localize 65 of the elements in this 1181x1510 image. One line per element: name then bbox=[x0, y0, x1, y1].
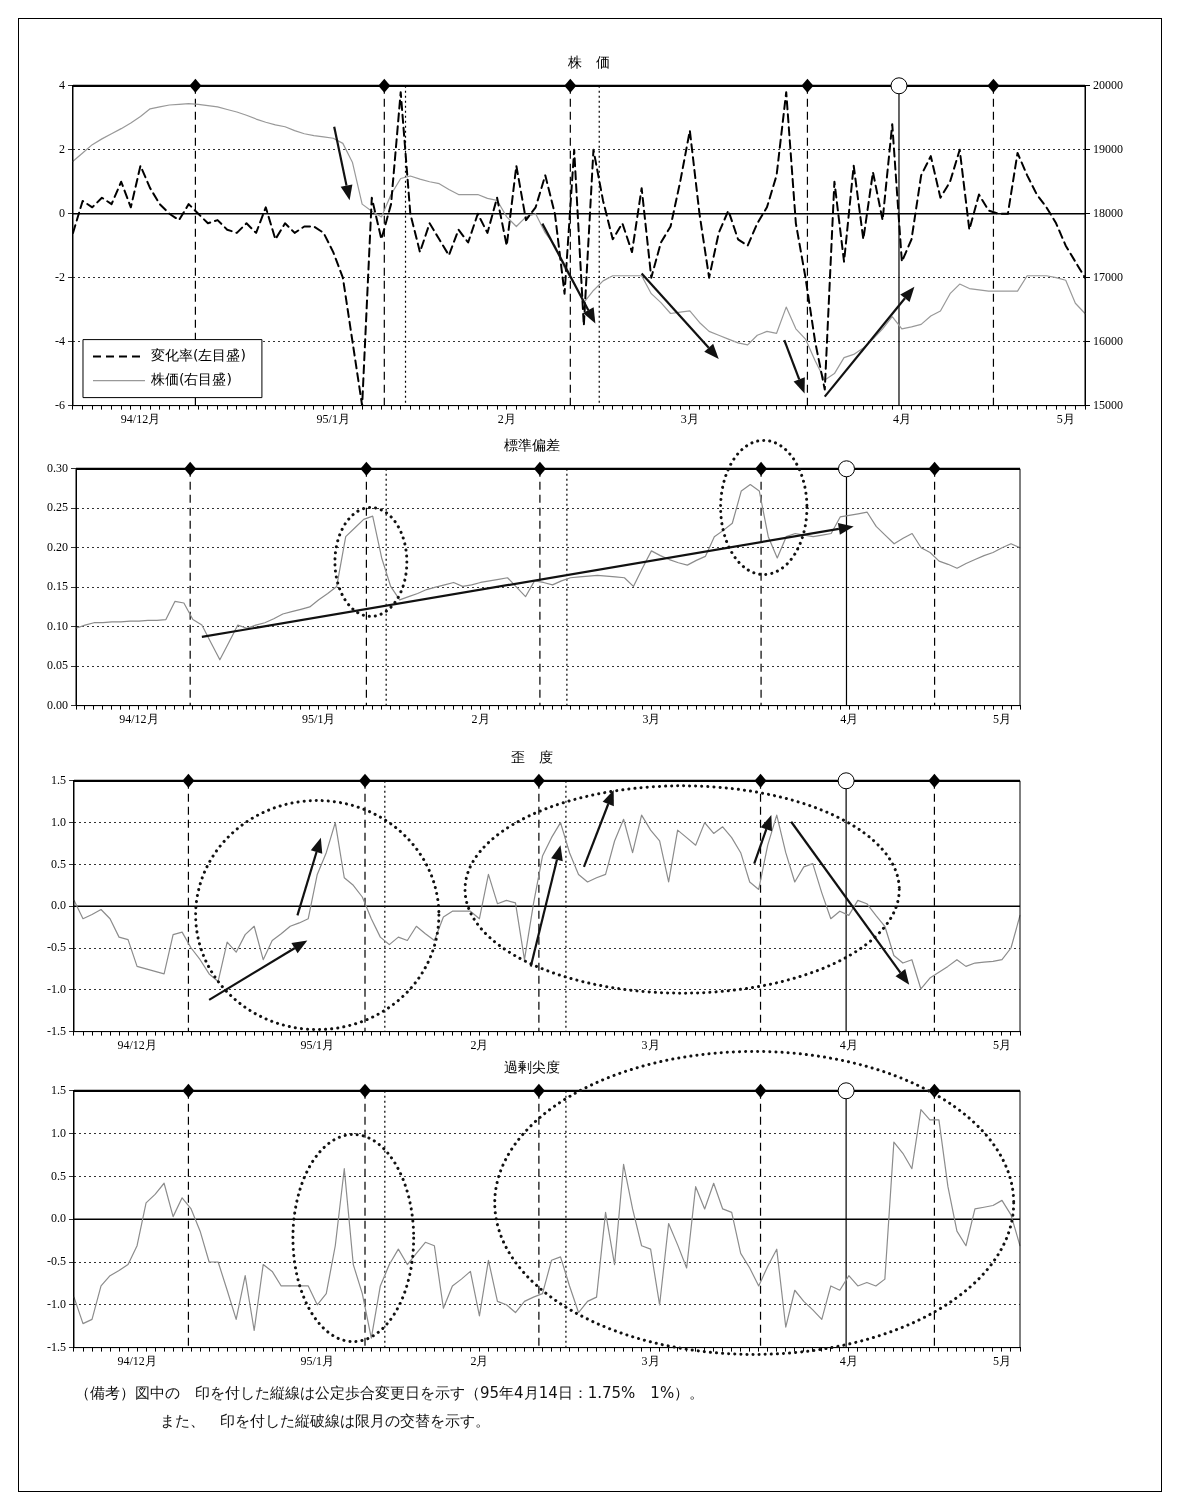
x-tick-label: 2月 bbox=[497, 411, 516, 426]
x-tick-label: 95/1月 bbox=[316, 411, 350, 426]
x-tick-label: 94/12月 bbox=[117, 1037, 157, 1052]
x-tick-label: 95/1月 bbox=[300, 1353, 334, 1368]
chart-title: 株 価 bbox=[567, 54, 610, 71]
x-tick-label: 94/12月 bbox=[117, 1353, 157, 1368]
y2-tick-label: 15000 bbox=[1093, 397, 1123, 412]
y-tick-label: 0.5 bbox=[51, 1168, 66, 1183]
x-tick-label: 3月 bbox=[641, 1353, 660, 1368]
x-tick-label: 3月 bbox=[642, 711, 661, 726]
y2-tick-label: 18000 bbox=[1093, 205, 1123, 220]
y-tick-label: 1.5 bbox=[51, 1082, 66, 1097]
y-tick-label: -1.0 bbox=[47, 981, 66, 996]
legend-label: 株価(右目盛) bbox=[150, 371, 232, 388]
chart-title: 歪 度 bbox=[511, 749, 553, 766]
y-tick-label: 0.00 bbox=[47, 697, 68, 712]
y-tick-label: 0 bbox=[59, 205, 65, 220]
y-tick-label: 2 bbox=[59, 141, 65, 156]
x-tick-label: 94/12月 bbox=[120, 411, 161, 426]
y-tick-label: 0.5 bbox=[51, 856, 66, 871]
y-tick-label: -0.5 bbox=[47, 1254, 66, 1269]
x-tick-label: 5月 bbox=[1056, 411, 1075, 426]
x-tick-label: 3月 bbox=[680, 411, 699, 426]
y-tick-label: -6 bbox=[55, 397, 65, 412]
y-tick-label: -1.5 bbox=[47, 1023, 66, 1038]
text: （備考）図中の 印を付した縦線は公定歩合変更日を示す（95年4月14日：1.75% 1%）。 bbox=[75, 1384, 705, 1403]
x-tick-label: 4月 bbox=[892, 411, 911, 426]
chart-title: 過剰尖度 bbox=[504, 1059, 560, 1076]
x-tick-label: 95/1月 bbox=[300, 1037, 334, 1052]
y2-tick-label: 16000 bbox=[1093, 333, 1123, 348]
y-tick-label: -1.0 bbox=[47, 1296, 66, 1311]
x-tick-label: 2月 bbox=[470, 1353, 489, 1368]
y-tick-label: 0.15 bbox=[47, 579, 68, 594]
y-tick-label: 0.10 bbox=[47, 618, 68, 633]
x-tick-label: 2月 bbox=[471, 711, 490, 726]
x-tick-label: 5月 bbox=[992, 1037, 1011, 1052]
y-tick-label: 0.25 bbox=[47, 500, 68, 515]
x-tick-label: 94/12月 bbox=[119, 711, 159, 726]
y-tick-label: 0.05 bbox=[47, 658, 68, 673]
x-tick-label: 4月 bbox=[839, 1037, 858, 1052]
text: また、 印を付した縦破線は限月の交替を示す。 bbox=[160, 1412, 490, 1431]
y2-tick-label: 19000 bbox=[1093, 141, 1123, 156]
x-tick-label: 3月 bbox=[641, 1037, 660, 1052]
legend-label: 変化率(左目盛) bbox=[151, 347, 246, 364]
y-tick-label: 1.0 bbox=[51, 1125, 66, 1140]
y-tick-label: 1.0 bbox=[51, 814, 66, 829]
x-tick-label: 4月 bbox=[839, 1353, 858, 1368]
y-tick-label: -2 bbox=[55, 269, 65, 284]
x-tick-label: 5月 bbox=[993, 711, 1012, 726]
x-tick-label: 5月 bbox=[992, 1353, 1011, 1368]
y2-tick-label: 20000 bbox=[1093, 77, 1123, 92]
y-tick-label: 0.30 bbox=[47, 460, 68, 475]
x-tick-label: 95/1月 bbox=[302, 711, 336, 726]
y-tick-label: -0.5 bbox=[47, 940, 66, 955]
x-tick-label: 4月 bbox=[840, 711, 859, 726]
y-tick-label: 1.5 bbox=[51, 772, 66, 787]
y-tick-label: 0.0 bbox=[51, 898, 66, 913]
y-tick-label: 4 bbox=[59, 77, 65, 92]
x-tick-label: 2月 bbox=[470, 1037, 489, 1052]
y-tick-label: -1.5 bbox=[47, 1339, 66, 1354]
y-tick-label: 0.0 bbox=[51, 1211, 66, 1226]
y-tick-label: 0.20 bbox=[47, 539, 68, 554]
y2-tick-label: 17000 bbox=[1093, 269, 1123, 284]
y-tick-label: -4 bbox=[55, 333, 65, 348]
chart-title: 標準偏差 bbox=[504, 437, 560, 454]
